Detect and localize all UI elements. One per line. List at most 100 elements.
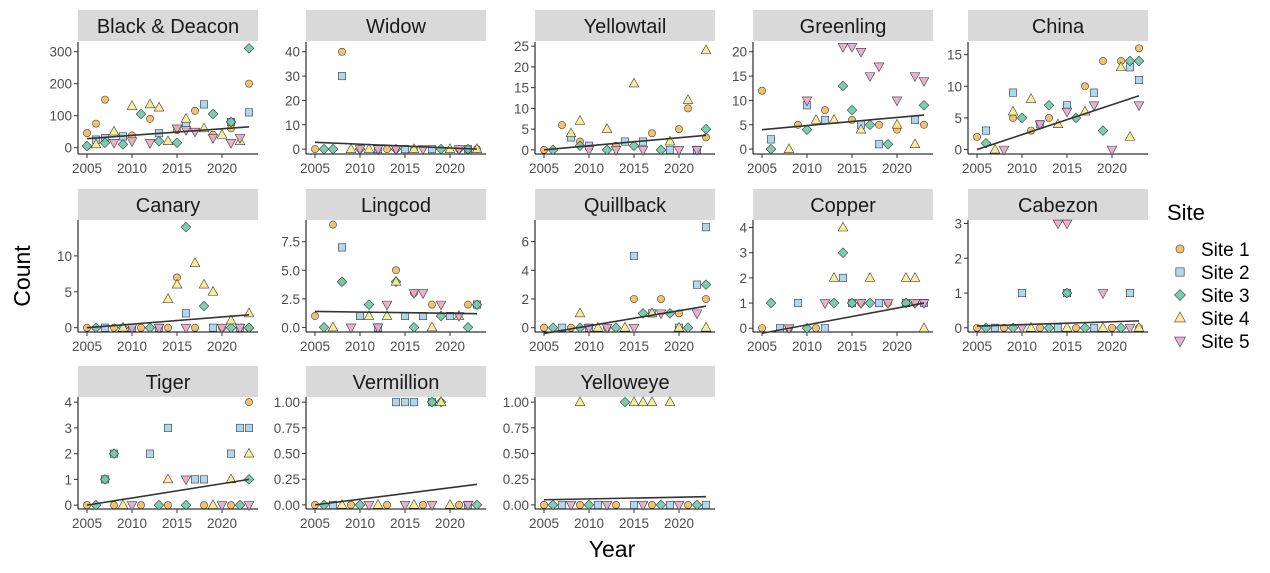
point-site-1	[758, 86, 766, 95]
point-site-3	[243, 322, 255, 333]
x-tick-label: 2020	[1097, 161, 1127, 176]
strip-lingcod	[306, 189, 486, 220]
strip-china	[968, 10, 1148, 41]
x-tick-label: 2005	[529, 516, 559, 531]
y-tick-label: 3	[739, 246, 747, 261]
panel-yelloweye: Yelloweye 0.00 0.25 0.50 0.75 1.00 2005 2010 201…	[503, 366, 715, 531]
x-tick-label: 2005	[300, 339, 330, 354]
point-site-2	[702, 500, 710, 509]
point-site-4	[408, 143, 420, 153]
x-tick-label: 2015	[1052, 161, 1082, 176]
y-tick-label: 0	[739, 142, 747, 157]
strip-label-widow: Widow	[366, 16, 427, 38]
point-site-3	[1133, 55, 1145, 67]
point-site-2	[693, 280, 701, 289]
point-site-3	[363, 299, 375, 310]
point-site-5	[909, 72, 921, 82]
strip-label-tiger: Tiger	[146, 372, 191, 394]
point-site-3	[144, 322, 156, 333]
point-site-4	[664, 135, 676, 146]
trend-line	[761, 114, 925, 131]
legend-label-site-5: Site 5	[1201, 332, 1250, 353]
point-site-4	[108, 125, 120, 136]
point-site-2	[191, 475, 199, 484]
y-tick-label: 200	[49, 77, 72, 92]
point-site-5	[1034, 120, 1046, 131]
point-site-1	[1099, 57, 1107, 65]
point-site-1	[455, 501, 463, 509]
panel-canary: Canary 0 5 10 2005 2010 2015 2020	[57, 189, 258, 354]
point-site-1	[137, 323, 145, 332]
point-site-1	[392, 266, 400, 275]
point-site-2	[666, 145, 674, 154]
point-site-3	[135, 108, 147, 120]
y-tick-label: 4	[64, 395, 72, 410]
point-site-3	[1043, 100, 1055, 111]
x-tick-label: 2005	[962, 339, 992, 354]
point-site-3	[408, 322, 420, 333]
x-tick-label: 2010	[117, 516, 147, 531]
point-site-1	[648, 129, 656, 138]
point-site-1	[110, 501, 118, 510]
x-tick-label: 2010	[345, 339, 375, 354]
x-tick-label: 2010	[574, 516, 604, 531]
point-site-2	[1090, 323, 1098, 332]
point-site-5	[1052, 219, 1064, 230]
point-site-4	[1124, 131, 1136, 141]
point-site-2	[821, 115, 829, 124]
y-tick-label: 1.00	[274, 395, 300, 410]
legend-label-site-2: Site 2	[1201, 263, 1250, 284]
point-site-5	[864, 72, 876, 82]
point-site-5	[408, 289, 420, 300]
y-tick-label: 0	[64, 498, 72, 513]
x-tick-label: 2020	[664, 516, 694, 531]
x-tick-label: 2005	[72, 161, 102, 176]
x-tick-label: 2010	[1007, 339, 1037, 354]
legend-key-site-4	[1174, 311, 1186, 323]
point-site-4	[372, 498, 384, 509]
trend-line	[86, 313, 250, 329]
panel-copper: Copper 0 1 2 3 4 2005 2010 2015 2020	[739, 189, 933, 354]
y-tick-label: 0.00	[503, 498, 529, 513]
point-site-4	[126, 100, 138, 110]
y-tick-label: 15	[732, 69, 747, 84]
point-site-1	[92, 119, 100, 128]
point-site-3	[691, 499, 703, 511]
y-tick-label: 0	[954, 143, 962, 158]
y-tick-label: 5	[739, 118, 747, 133]
point-site-3	[318, 143, 330, 155]
point-site-1	[758, 324, 766, 333]
point-site-4	[601, 123, 613, 133]
point-site-5	[998, 145, 1010, 156]
point-site-5	[153, 323, 165, 334]
point-site-2	[630, 251, 638, 260]
point-site-3	[547, 499, 559, 511]
y-tick-label: 0	[64, 321, 72, 336]
point-site-4	[345, 143, 357, 153]
x-tick-label: 2005	[72, 339, 102, 354]
x-tick-label: 2005	[300, 161, 330, 176]
strip-label-quillback: Quillback	[584, 195, 667, 217]
point-site-5	[1061, 219, 1073, 230]
y-tick-label: 0	[64, 141, 72, 156]
legend-label-site-4: Site 4	[1201, 309, 1250, 330]
point-site-1	[329, 220, 337, 229]
panel-lingcod: Lingcod 0.0 2.5 5.0 7.5 2005 2010 2015 2020	[281, 189, 486, 354]
point-site-3	[619, 396, 631, 408]
point-site-3	[198, 300, 210, 312]
x-tick-label: 2010	[574, 339, 604, 354]
point-site-2	[594, 500, 602, 509]
point-site-3	[1124, 55, 1136, 67]
point-site-5	[1124, 324, 1136, 334]
strip-yelloweye	[535, 366, 715, 397]
point-site-2	[410, 398, 418, 407]
point-site-5	[837, 43, 849, 53]
point-site-1	[1009, 114, 1017, 122]
point-site-3	[801, 124, 813, 135]
point-site-4	[117, 321, 129, 332]
trend-line	[543, 134, 707, 151]
point-site-1	[383, 145, 391, 154]
y-tick-label: 10	[514, 101, 529, 116]
